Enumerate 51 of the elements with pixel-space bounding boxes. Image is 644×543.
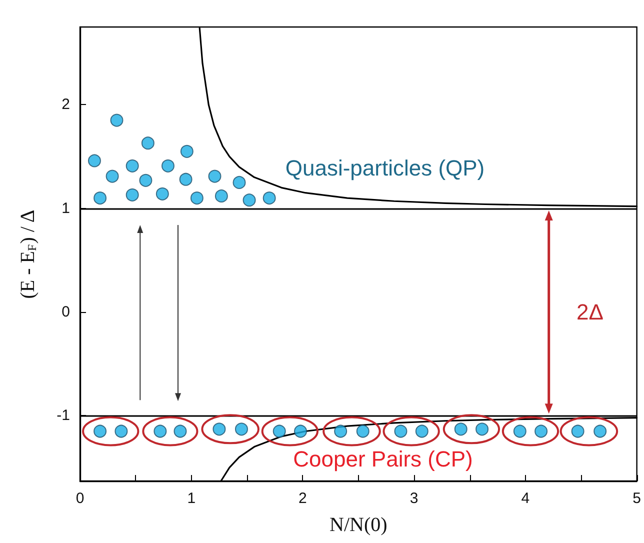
point (180, 144, 194, 158)
point (114, 424, 128, 438)
point (174, 424, 187, 438)
point (415, 424, 428, 438)
point (154, 424, 167, 438)
point (106, 170, 119, 183)
point (294, 424, 308, 438)
point (454, 422, 468, 436)
y-tick-label: 0 (62, 304, 70, 321)
point (214, 189, 228, 202)
point (126, 159, 139, 172)
point (94, 424, 107, 438)
point (356, 424, 370, 438)
point (513, 424, 526, 438)
annotation: Quasi-particles (QP) (285, 156, 485, 180)
x-axis-title: N/N(0) (330, 514, 388, 536)
x-tick-label: 3 (410, 490, 418, 507)
y-axis-title: (E - EF) / Δ (17, 210, 39, 299)
point (594, 424, 607, 438)
point (262, 192, 276, 205)
point (394, 424, 408, 438)
point (212, 422, 226, 436)
point (476, 422, 489, 436)
y-tick-label: 1 (62, 200, 70, 217)
annotation: 2Δ (576, 300, 604, 324)
x-tick-label: 2 (298, 490, 307, 507)
point (161, 159, 174, 172)
point (571, 424, 584, 438)
x-tick-label: 4 (521, 490, 530, 507)
point (242, 194, 256, 207)
y-tick-label: 2 (62, 96, 70, 114)
point (110, 114, 124, 127)
point (88, 154, 101, 168)
y-tick-label: -1 (56, 407, 70, 424)
point (272, 424, 286, 438)
point (139, 174, 152, 187)
x-tick-label: 0 (76, 490, 84, 507)
point (208, 170, 222, 183)
point (234, 422, 248, 436)
x-tick-label: 1 (187, 490, 196, 507)
annotation: Cooper Pairs (CP) (293, 446, 473, 472)
point (232, 176, 246, 189)
point (141, 136, 154, 150)
point (534, 424, 548, 438)
point (156, 187, 169, 200)
x-tick-label: 5 (632, 490, 641, 507)
point (126, 188, 139, 202)
point (94, 192, 107, 205)
point (190, 192, 204, 205)
point (179, 172, 192, 186)
point (334, 424, 348, 438)
